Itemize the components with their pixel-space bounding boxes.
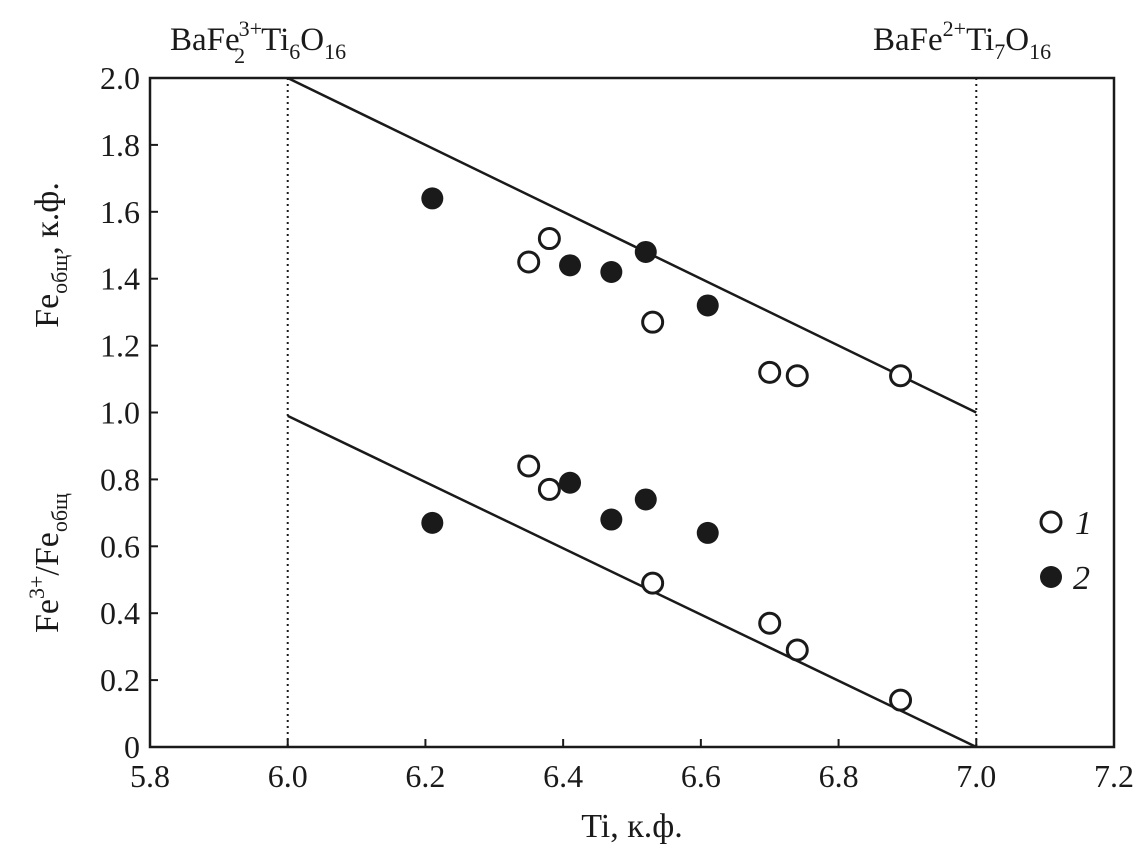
x-tick-label: 6.0 xyxy=(268,758,308,794)
y-tick-label: 1.4 xyxy=(100,261,140,297)
data-point-filled xyxy=(634,240,657,263)
y-tick-label: 2.0 xyxy=(100,60,140,96)
y-tick-label: 0.6 xyxy=(100,528,140,564)
legend: 1 2 xyxy=(1039,505,1092,597)
x-axis: 5.8 6.0 6.2 6.4 6.6 6.8 7.0 7.2 xyxy=(130,739,1134,794)
data-point-open xyxy=(785,638,809,662)
data-point-open xyxy=(641,571,665,595)
y-tick-label: 0.2 xyxy=(100,662,140,698)
data-point-filled xyxy=(559,471,582,494)
x-tick-label: 6.4 xyxy=(543,758,583,794)
data-point-open xyxy=(889,364,913,388)
data-point-open xyxy=(517,454,541,478)
y-tick-label: 0 xyxy=(124,729,140,765)
data-point-filled xyxy=(696,521,719,544)
data-point-filled xyxy=(421,511,444,534)
data-point-open xyxy=(758,360,782,384)
y-tick-label: 1.0 xyxy=(100,395,140,431)
ref-label-left: BaFe3+ 2 Ti6O16 xyxy=(170,16,346,68)
data-point-open xyxy=(517,250,541,274)
data-point-filled xyxy=(600,261,623,284)
x-tick-label: 6.2 xyxy=(405,758,445,794)
data-point-filled xyxy=(634,488,657,511)
y-tick-label: 1.8 xyxy=(100,127,140,163)
data-point-open xyxy=(758,611,782,635)
y-axis-label-upper: Feобщ, к.ф. xyxy=(29,182,72,328)
y-tick-label: 0.8 xyxy=(100,461,140,497)
data-point-filled xyxy=(421,187,444,210)
data-point-open xyxy=(785,364,809,388)
y-axis-label-lower: Fe3+/Feобщ xyxy=(24,493,72,633)
reference-lines xyxy=(286,78,978,747)
data-point-filled xyxy=(559,254,582,277)
x-tick-label: 6.6 xyxy=(681,758,721,794)
legend-label-2: 2 xyxy=(1073,560,1090,597)
data-point-open xyxy=(537,227,561,251)
data-points xyxy=(421,187,913,712)
plot-frame xyxy=(148,76,1116,749)
x-tick-label: 6.8 xyxy=(819,758,859,794)
legend-marker-open xyxy=(1039,510,1063,534)
y-tick-label: 1.2 xyxy=(100,328,140,364)
trend-lines xyxy=(287,76,977,749)
data-point-filled xyxy=(600,508,623,531)
y-tick-label: 1.6 xyxy=(100,194,140,230)
legend-label-1: 1 xyxy=(1075,505,1092,542)
x-tick-label: 5.8 xyxy=(130,758,170,794)
y-axis: 0 0.2 0.4 0.6 0.8 1.0 1.2 1.4 1.6 1.8 2.0 xyxy=(100,60,158,765)
trend-line-2 xyxy=(287,414,977,749)
y-tick-label: 0.4 xyxy=(100,595,140,631)
data-point-open xyxy=(641,310,665,334)
x-tick-label: 7.0 xyxy=(956,758,996,794)
trend-line-1 xyxy=(287,76,977,414)
x-tick-label: 7.2 xyxy=(1094,758,1134,794)
data-point-open xyxy=(537,477,561,501)
x-axis-label: Ti, к.ф. xyxy=(581,808,683,845)
ref-label-right: BaFe2+Ti7O16 xyxy=(873,16,1051,64)
data-point-filled xyxy=(696,294,719,317)
legend-marker-filled xyxy=(1040,566,1062,588)
data-point-open xyxy=(889,688,913,712)
